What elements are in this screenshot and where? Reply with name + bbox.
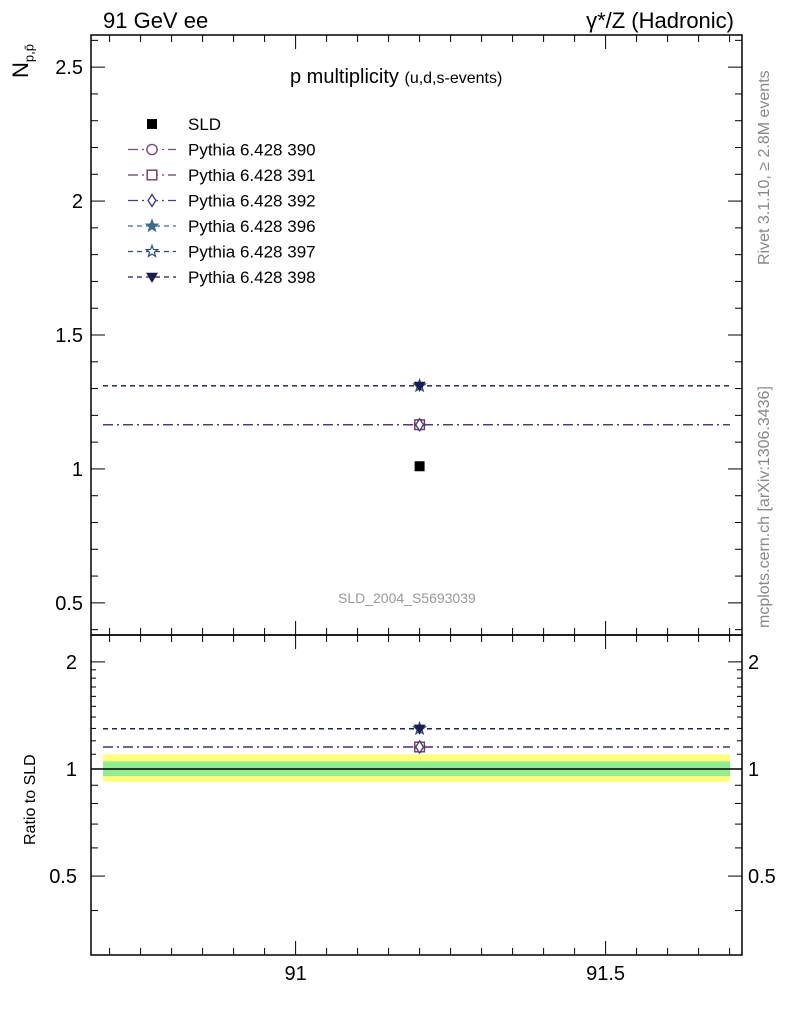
legend-marker (147, 193, 157, 208)
ratio-plot-frame (90, 634, 743, 956)
chart-title-main: p multiplicity (290, 66, 399, 88)
y-tick-label: 1.5 (55, 325, 83, 347)
x-tick-label: 91.5 (586, 963, 625, 985)
y-tick-label: 2.5 (55, 57, 83, 79)
ratio-y-tick-label-right: 2 (748, 652, 759, 674)
legend-marker (144, 243, 160, 258)
ratio-y-tick-label: 0.5 (49, 866, 77, 888)
energy-label: 91 GeV ee (103, 8, 209, 33)
legend-label: Pythia 6.428 398 (188, 268, 316, 287)
legend-marker (146, 272, 158, 283)
legend-marker (146, 143, 158, 156)
legend-label: Pythia 6.428 396 (188, 217, 316, 236)
chart-title: p multiplicity (u,d,s-events) (290, 66, 502, 89)
data-point-marker (414, 461, 425, 472)
y-tick-label: 2 (72, 191, 83, 213)
analysis-id-label: SLD_2004_S5693039 (338, 590, 476, 606)
legend-label: Pythia 6.428 390 (188, 141, 316, 160)
mc-marker (413, 381, 426, 392)
legend-label: Pythia 6.428 397 (188, 243, 316, 262)
y-tick-label: 0.5 (55, 593, 83, 615)
legend-label: Pythia 6.428 392 (188, 192, 316, 211)
ratio-y-tick-label-right: 1 (748, 759, 759, 781)
legend-label: SLD (188, 115, 221, 134)
x-tick-label: 91 (284, 963, 306, 985)
mc-ratio-marker (413, 724, 426, 735)
y-tick-label: 1 (72, 459, 83, 481)
mc-ratio-marker (414, 739, 425, 755)
legend-marker (147, 119, 157, 129)
chart-subtitle: (u,d,s-events) (404, 70, 503, 87)
legend-marker (146, 169, 158, 181)
ratio-y-tick-label: 1 (66, 759, 77, 781)
ratio-y-tick-label: 2 (66, 652, 77, 674)
legend-marker (144, 218, 160, 233)
mc-marker (414, 417, 425, 433)
legend-label: Pythia 6.428 391 (188, 166, 316, 185)
process-label: γ*/Z (Hadronic) (586, 8, 734, 33)
ratio-y-tick-label-right: 0.5 (748, 866, 776, 888)
